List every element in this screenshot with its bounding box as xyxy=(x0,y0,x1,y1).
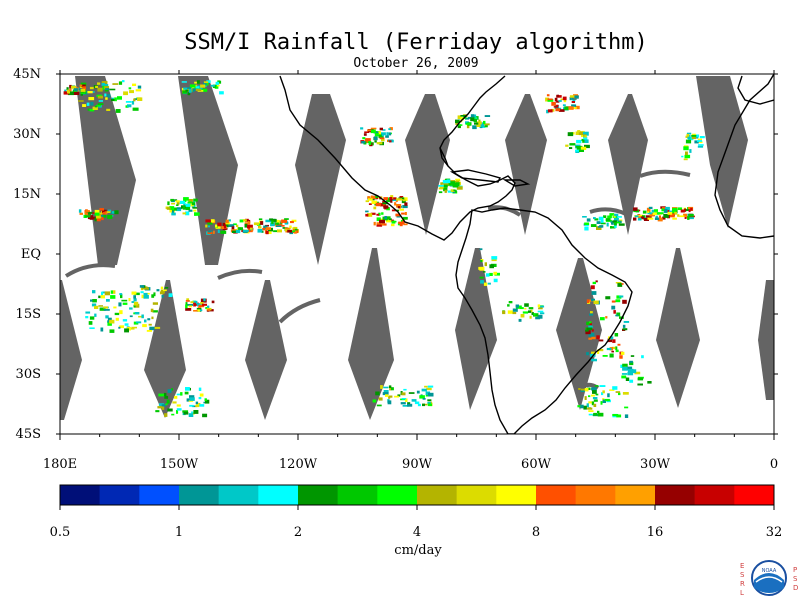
lon-label: 150W xyxy=(160,457,199,472)
logo-letter-r: R xyxy=(740,580,745,588)
colorbar-swatch xyxy=(734,485,775,505)
swath-gap xyxy=(556,258,602,410)
colorbar-unit: cm/day xyxy=(394,543,442,558)
chart-title: SSM/I Rainfall (Ferriday algorithm) xyxy=(184,30,648,55)
swath-gap xyxy=(144,280,186,418)
logo-noaa-text: NOAA xyxy=(762,568,777,574)
south-america-coastline xyxy=(455,207,633,434)
colorbar-swatch xyxy=(417,485,457,505)
swath-gap xyxy=(295,94,346,265)
swath-gap xyxy=(405,94,450,235)
colorbar-swatch xyxy=(337,485,378,505)
swath-gap xyxy=(505,94,547,235)
logo-letter-s2: S xyxy=(793,575,798,583)
rain-areas xyxy=(63,80,705,418)
colorbar-swatch xyxy=(298,485,338,505)
colorbar xyxy=(59,484,775,506)
colorbar-labels: 0.5 1 2 4 8 16 32 xyxy=(50,505,783,540)
lon-label: 90W xyxy=(402,457,433,472)
africa-coastline xyxy=(714,74,774,239)
colorbar-swatch xyxy=(60,485,100,505)
lat-label: EQ xyxy=(21,247,41,262)
lon-label: 120W xyxy=(279,457,318,472)
lat-label: 45S xyxy=(16,427,41,442)
swath-gap xyxy=(75,76,136,265)
colorbar-tick-label: 1 xyxy=(175,525,183,540)
coastlines xyxy=(279,74,774,434)
lat-label: 15S xyxy=(16,307,41,322)
colorbar-swatch xyxy=(377,485,418,505)
iberia-coastline xyxy=(737,75,774,105)
colorbar-swatch xyxy=(496,485,537,505)
lat-label: 30N xyxy=(13,127,41,142)
colorbar-swatch xyxy=(139,485,180,505)
lat-label: 15N xyxy=(13,187,41,202)
axis-ticks xyxy=(56,70,778,440)
swath-gap-arc xyxy=(278,298,321,324)
lon-label: 30W xyxy=(640,457,671,472)
colorbar-tick-label: 4 xyxy=(413,525,421,540)
colorbar-tick-label: 0.5 xyxy=(50,525,71,540)
swath-gap xyxy=(245,280,287,420)
lon-label: 60W xyxy=(521,457,552,472)
swath-gap-arc xyxy=(639,169,691,178)
colorbar-tick-label: 2 xyxy=(294,525,302,540)
colorbar-tick-label: 32 xyxy=(766,525,783,540)
logo-letter-d: D xyxy=(793,584,798,592)
lon-label: 180E xyxy=(43,457,77,472)
colorbar-swatch xyxy=(218,485,259,505)
colorbar-swatch xyxy=(456,485,497,505)
lon-label: 0 xyxy=(770,457,778,472)
swath-gap-arc xyxy=(217,268,263,280)
colorbar-tick-label: 8 xyxy=(532,525,540,540)
lat-label: 30S xyxy=(16,367,41,382)
colorbar-swatch xyxy=(99,485,140,505)
colorbar-swatch xyxy=(694,485,735,505)
swath-gap-arc xyxy=(64,263,116,278)
longitude-axis: 180E 150W 120W 90W 60W 30W 0 xyxy=(43,457,778,472)
noaa-esrl-psd-logo: E S R L P S D NOAA xyxy=(740,560,798,597)
florida-coastline xyxy=(439,147,449,167)
colorbar-swatch xyxy=(258,485,299,505)
swath-gap xyxy=(455,248,497,410)
swath-gap-arc xyxy=(589,207,627,216)
swath-gap xyxy=(178,76,238,265)
colorbar-swatch xyxy=(615,485,656,505)
swath-gap xyxy=(696,76,748,228)
chart-date: October 26, 2009 xyxy=(353,56,479,71)
colorbar-tick-label: 16 xyxy=(647,525,664,540)
colorbar-swatch xyxy=(536,485,576,505)
swath-gap xyxy=(60,280,82,420)
logo-letter-e: E xyxy=(740,562,744,570)
swath-gap xyxy=(758,280,774,400)
lat-label: 45N xyxy=(13,67,41,82)
swath-gap xyxy=(608,94,648,235)
colorbar-swatch xyxy=(179,485,219,505)
swath-gap xyxy=(348,248,394,420)
hispaniola-coastline xyxy=(502,179,531,187)
colorbar-swatch xyxy=(655,485,695,505)
logo-letter-l: L xyxy=(740,589,744,597)
logo-letter-p: P xyxy=(793,566,797,574)
north-america-coastline xyxy=(279,75,516,241)
swath-gaps xyxy=(60,76,774,420)
cuba-coastline xyxy=(449,169,502,183)
colorbar-swatch xyxy=(575,485,616,505)
swath-gap-arc xyxy=(576,382,600,394)
swath-gap xyxy=(656,248,700,408)
logo-letter-s: S xyxy=(740,571,745,579)
latitude-axis: 45N 30N 15N EQ 15S 30S 45S xyxy=(13,67,41,442)
